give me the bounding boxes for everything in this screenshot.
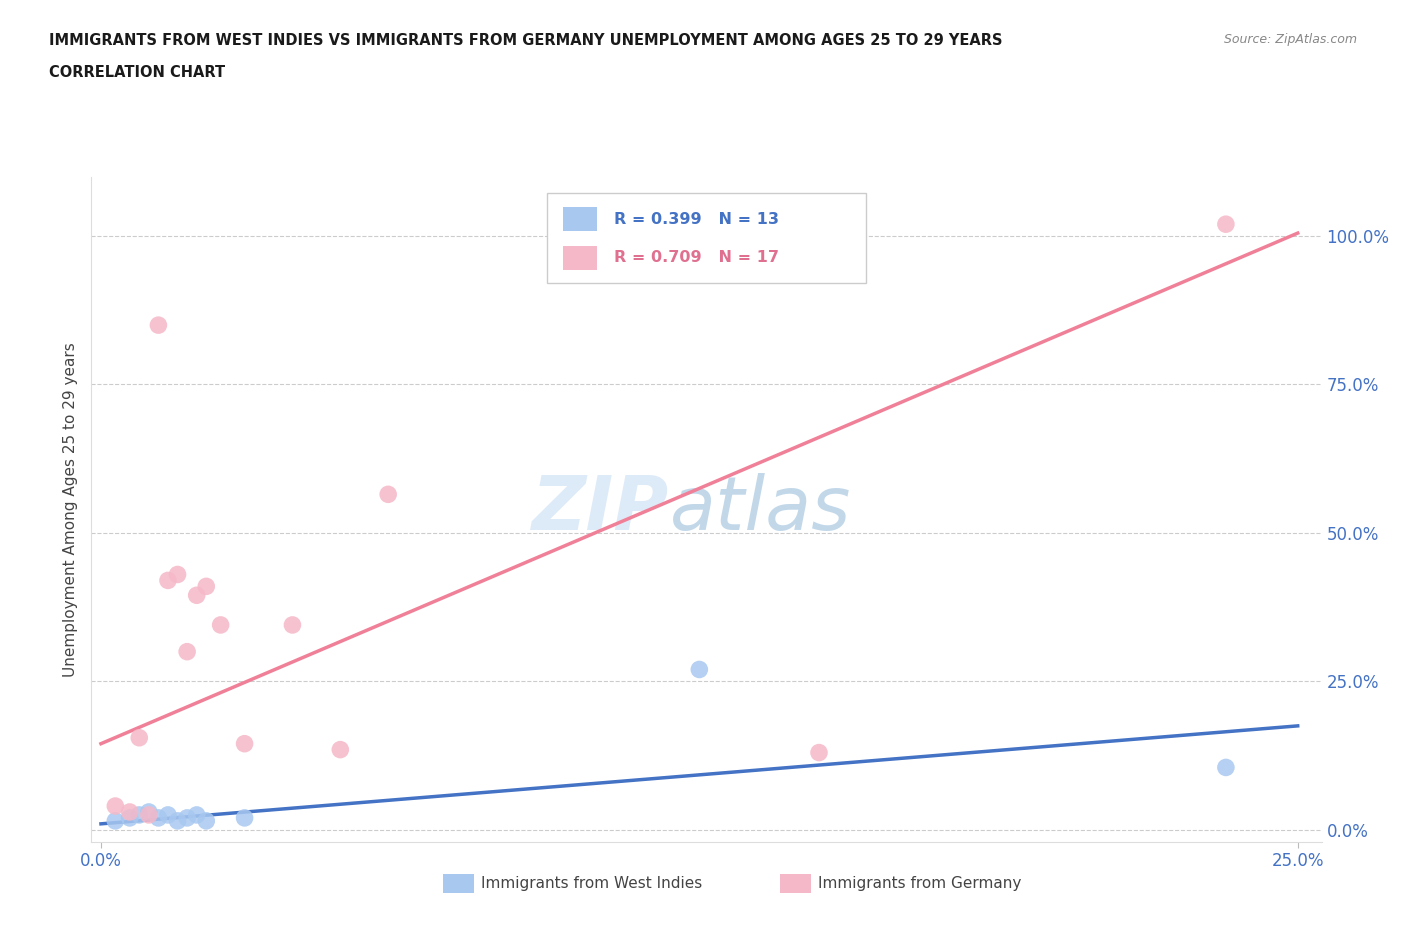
Point <box>138 807 160 822</box>
Point <box>209 618 232 632</box>
Point <box>128 807 150 822</box>
Point <box>186 588 208 603</box>
Text: Source: ZipAtlas.com: Source: ZipAtlas.com <box>1223 33 1357 46</box>
Point <box>688 662 710 677</box>
Point <box>1215 217 1237 232</box>
Point <box>166 567 188 582</box>
Point <box>233 810 256 825</box>
Point <box>138 804 160 819</box>
Point <box>148 810 170 825</box>
Point <box>118 804 141 819</box>
Text: CORRELATION CHART: CORRELATION CHART <box>49 65 225 80</box>
Text: atlas: atlas <box>669 473 851 545</box>
Point <box>195 578 218 593</box>
Point <box>118 810 141 825</box>
FancyBboxPatch shape <box>547 193 866 283</box>
Point <box>166 814 188 829</box>
Text: Immigrants from Germany: Immigrants from Germany <box>818 876 1022 891</box>
Point <box>148 318 170 333</box>
Point <box>186 807 208 822</box>
Point <box>808 745 831 760</box>
Point <box>156 807 179 822</box>
Point <box>233 737 256 751</box>
Point <box>156 573 179 588</box>
Text: R = 0.709   N = 17: R = 0.709 N = 17 <box>614 250 779 265</box>
Point <box>1215 760 1237 775</box>
FancyBboxPatch shape <box>562 207 598 232</box>
Point <box>104 814 127 829</box>
Point <box>195 814 218 829</box>
Text: R = 0.399   N = 13: R = 0.399 N = 13 <box>614 212 779 227</box>
Point <box>377 487 399 502</box>
Y-axis label: Unemployment Among Ages 25 to 29 years: Unemployment Among Ages 25 to 29 years <box>63 342 79 676</box>
FancyBboxPatch shape <box>562 246 598 270</box>
Text: IMMIGRANTS FROM WEST INDIES VS IMMIGRANTS FROM GERMANY UNEMPLOYMENT AMONG AGES 2: IMMIGRANTS FROM WEST INDIES VS IMMIGRANT… <box>49 33 1002 47</box>
Point <box>176 810 198 825</box>
Point <box>329 742 352 757</box>
Text: Immigrants from West Indies: Immigrants from West Indies <box>481 876 702 891</box>
Point <box>128 730 150 745</box>
Point <box>281 618 304 632</box>
Point <box>176 644 198 659</box>
Text: ZIP: ZIP <box>533 472 669 546</box>
Point <box>104 799 127 814</box>
